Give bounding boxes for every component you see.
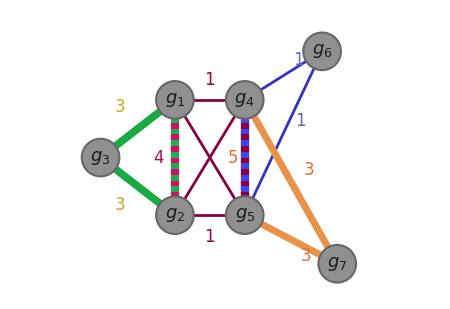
Circle shape [226, 197, 264, 234]
Text: 1: 1 [293, 51, 304, 70]
Text: 3: 3 [301, 247, 311, 265]
Circle shape [303, 32, 341, 70]
Text: $g_{7}$: $g_{7}$ [327, 255, 347, 273]
Text: 1: 1 [295, 112, 306, 130]
Circle shape [82, 139, 119, 176]
Text: $g_{1}$: $g_{1}$ [165, 91, 185, 109]
Circle shape [319, 245, 356, 282]
Text: $g_{3}$: $g_{3}$ [90, 149, 111, 167]
Circle shape [156, 81, 194, 119]
Text: $g_{5}$: $g_{5}$ [234, 206, 255, 224]
Text: $g_{6}$: $g_{6}$ [312, 42, 333, 60]
Text: 3: 3 [304, 161, 315, 179]
Text: $g_{2}$: $g_{2}$ [165, 206, 185, 224]
Text: 4: 4 [153, 149, 163, 167]
Text: 3: 3 [114, 99, 125, 116]
Text: 1: 1 [204, 71, 215, 89]
Circle shape [156, 197, 194, 234]
Circle shape [226, 81, 264, 119]
Text: $g_{4}$: $g_{4}$ [234, 91, 255, 109]
Text: 3: 3 [114, 196, 125, 214]
Text: 1: 1 [204, 228, 215, 246]
Text: 5: 5 [227, 149, 238, 167]
